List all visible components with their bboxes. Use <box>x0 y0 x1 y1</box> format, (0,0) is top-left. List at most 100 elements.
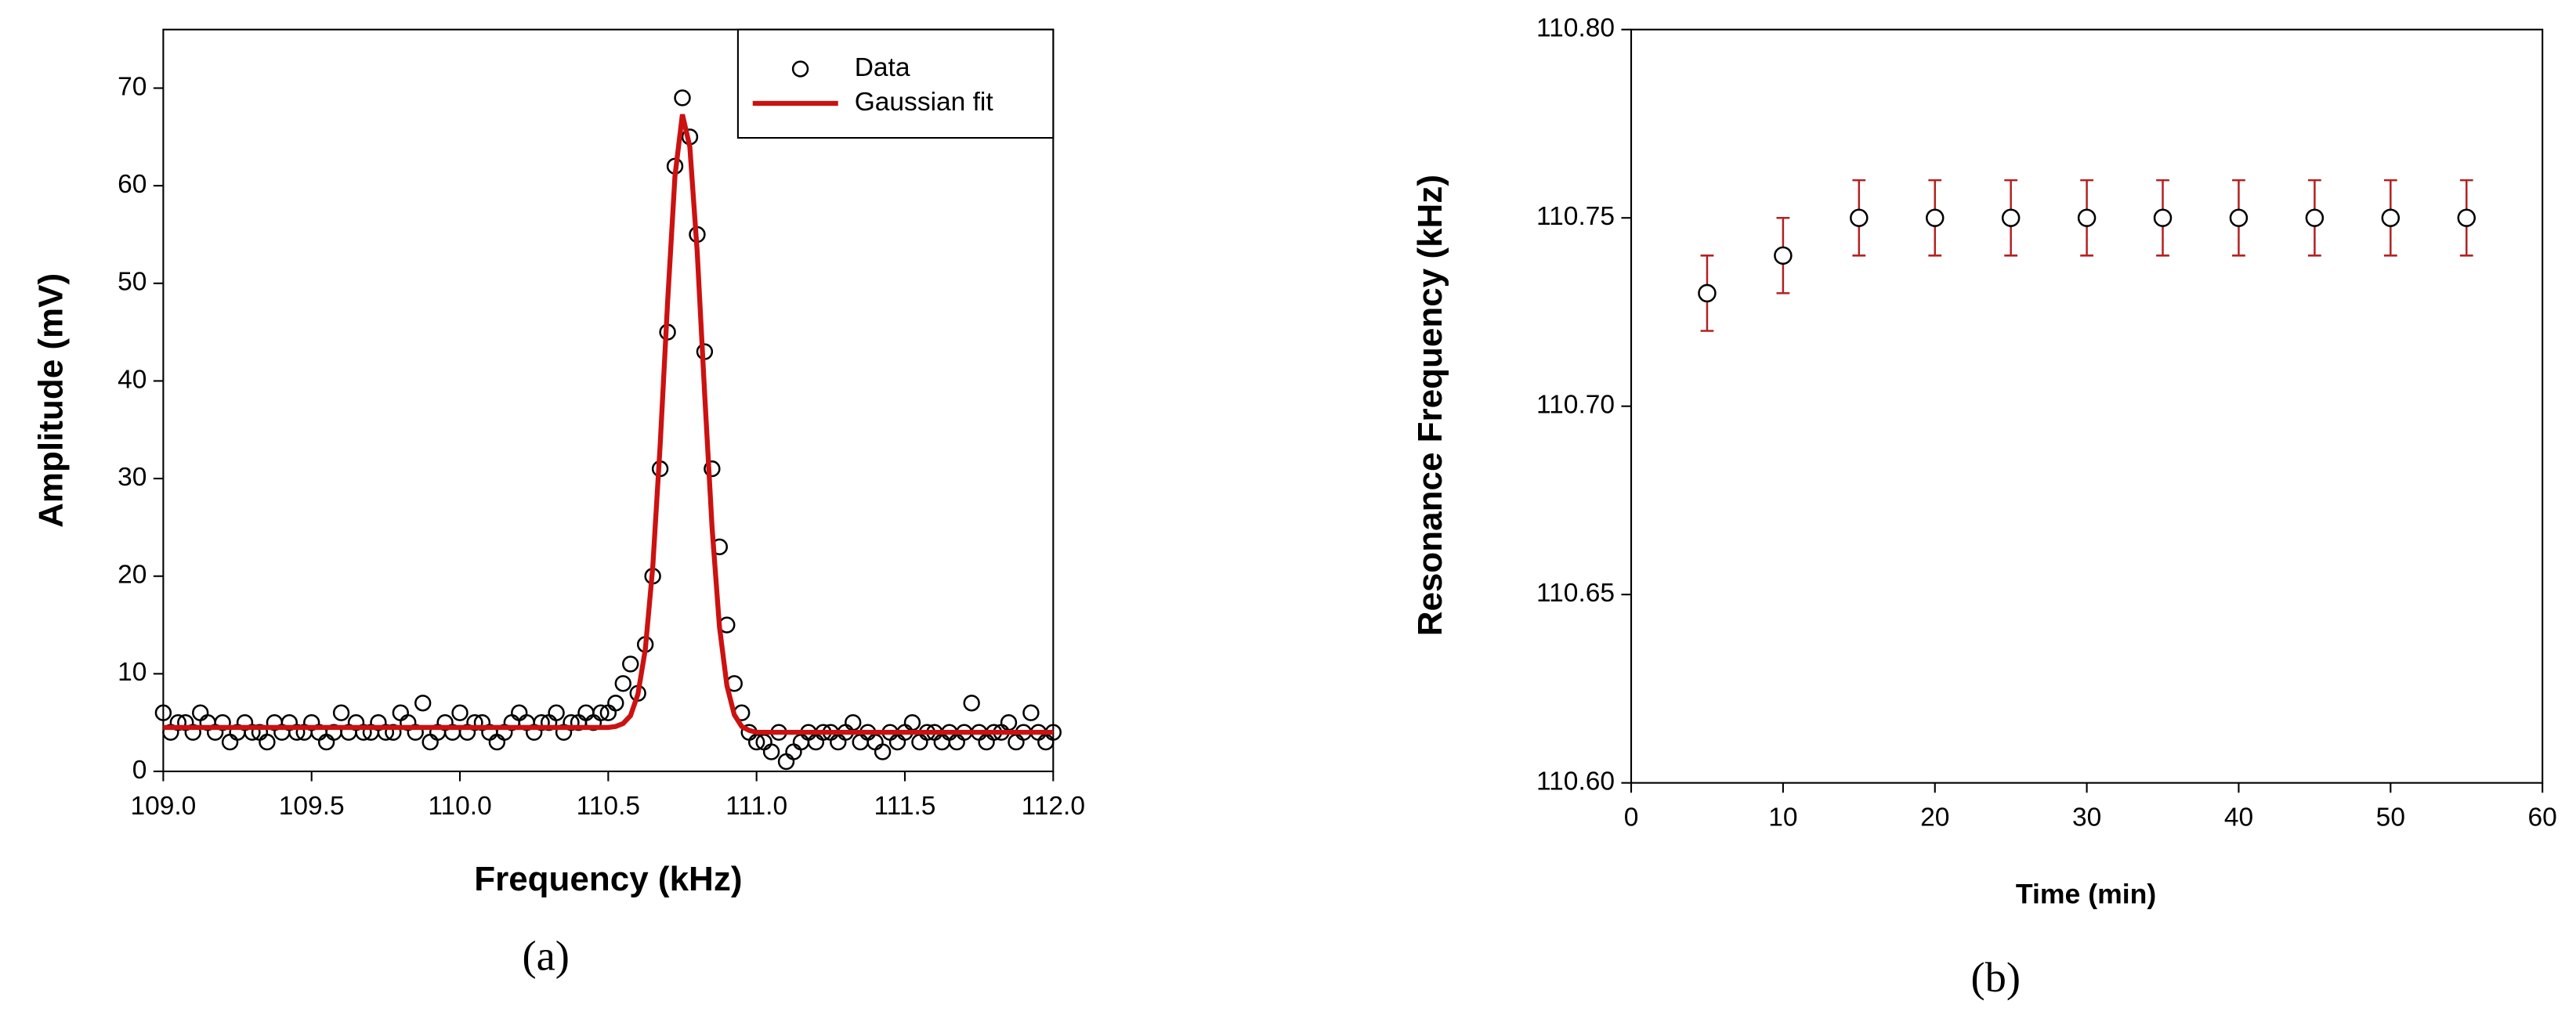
x-tick-label: 109.5 <box>279 792 345 821</box>
data-point <box>288 724 306 741</box>
legend-swatch <box>791 60 809 78</box>
data-point <box>963 695 980 712</box>
x-tick-label: 111.0 <box>725 792 787 821</box>
plot-frame <box>1630 28 2544 784</box>
data-point <box>852 733 869 751</box>
data-point <box>169 714 187 731</box>
y-tick-label: 110.75 <box>1536 202 1615 231</box>
plot-frame <box>162 28 1055 773</box>
x-tick-label: 109.0 <box>130 792 196 821</box>
x-tick-label: 40 <box>2224 803 2253 832</box>
data-point <box>2381 208 2401 227</box>
data-point <box>407 724 424 741</box>
data-point <box>792 733 810 751</box>
data-point <box>451 704 469 721</box>
data-point <box>867 733 884 751</box>
x-tick-label: 111.5 <box>874 792 936 821</box>
data-point <box>577 704 595 721</box>
data-point <box>488 733 506 751</box>
data-point <box>1000 714 1018 731</box>
data-point <box>2001 208 2021 227</box>
data-point <box>948 733 965 751</box>
data-point <box>414 695 432 712</box>
data-point <box>466 714 483 731</box>
data-point <box>355 724 372 741</box>
y-tick-label: 30 <box>118 463 147 492</box>
data-point <box>259 733 276 751</box>
data-point <box>385 724 402 741</box>
y-tick-label: 40 <box>118 365 147 394</box>
data-point <box>807 733 825 751</box>
x-tick-label: 110.0 <box>428 792 491 821</box>
legend: Data Gaussian fit <box>736 28 1055 139</box>
data-point <box>244 724 261 741</box>
x-axis-label: Time (min) <box>2016 879 2156 910</box>
data-point <box>154 704 172 721</box>
data-point <box>903 714 921 731</box>
y-tick-label: 110.80 <box>1536 14 1615 43</box>
data-point <box>2457 208 2476 227</box>
data-point <box>533 714 550 731</box>
data-point <box>548 704 565 721</box>
data-point <box>785 743 802 760</box>
panel-label: (b) <box>1971 953 2021 1001</box>
y-tick-label: 50 <box>118 268 147 297</box>
data-point <box>563 714 580 731</box>
x-tick-label: 110.5 <box>577 792 640 821</box>
x-tick-label: 30 <box>2072 803 2101 832</box>
data-point <box>214 714 231 731</box>
data-point <box>1008 733 1025 751</box>
data-point <box>1022 704 1040 721</box>
y-axis-label: Amplitude (mV) <box>32 273 71 528</box>
data-point <box>2077 208 2097 227</box>
data-point <box>2305 208 2325 227</box>
data-point <box>221 733 239 751</box>
data-point <box>592 704 610 721</box>
data-point <box>911 733 928 751</box>
x-tick-label: 50 <box>2376 803 2405 832</box>
data-point <box>607 695 624 712</box>
data-point <box>874 743 892 760</box>
data-point <box>511 704 528 721</box>
y-tick-label: 20 <box>118 561 147 590</box>
data-point <box>421 733 439 751</box>
legend-box <box>736 28 1055 139</box>
data-point <box>704 460 721 478</box>
data-point <box>192 704 209 721</box>
y-tick-label: 110.65 <box>1536 579 1615 608</box>
data-point <box>2229 208 2249 227</box>
legend-label: Gaussian fit <box>855 88 994 117</box>
data-point <box>978 733 995 751</box>
y-tick-label: 70 <box>118 72 147 101</box>
data-point <box>762 743 780 760</box>
data-point <box>1850 208 1869 227</box>
y-tick-label: 110.70 <box>1536 391 1615 420</box>
x-tick-label: 112.0 <box>1022 792 1085 821</box>
x-tick-label: 60 <box>2528 803 2557 832</box>
y-tick-label: 110.60 <box>1536 767 1615 796</box>
data-point <box>888 733 906 751</box>
data-point <box>1037 733 1055 751</box>
data-point <box>622 655 639 673</box>
data-point <box>332 704 350 721</box>
data-point <box>830 733 847 751</box>
data-point <box>392 704 409 721</box>
data-point <box>845 714 862 731</box>
data-point <box>933 733 951 751</box>
data-point <box>184 724 201 741</box>
data-point <box>777 753 795 771</box>
data-point <box>2153 208 2173 227</box>
data-point <box>674 89 691 107</box>
x-tick-label: 20 <box>1920 803 1949 832</box>
y-tick-label: 0 <box>132 756 147 785</box>
data-point <box>614 675 631 692</box>
y-tick-label: 60 <box>118 170 147 199</box>
fit-line <box>163 114 1054 735</box>
data-point <box>377 724 395 741</box>
panel-label: (a) <box>522 932 569 980</box>
legend-label: Data <box>855 53 910 82</box>
y-tick-label: 10 <box>118 658 147 687</box>
data-point <box>1774 246 1793 265</box>
y-axis-label: Resonance Frequency (kHz) <box>1411 175 1449 636</box>
